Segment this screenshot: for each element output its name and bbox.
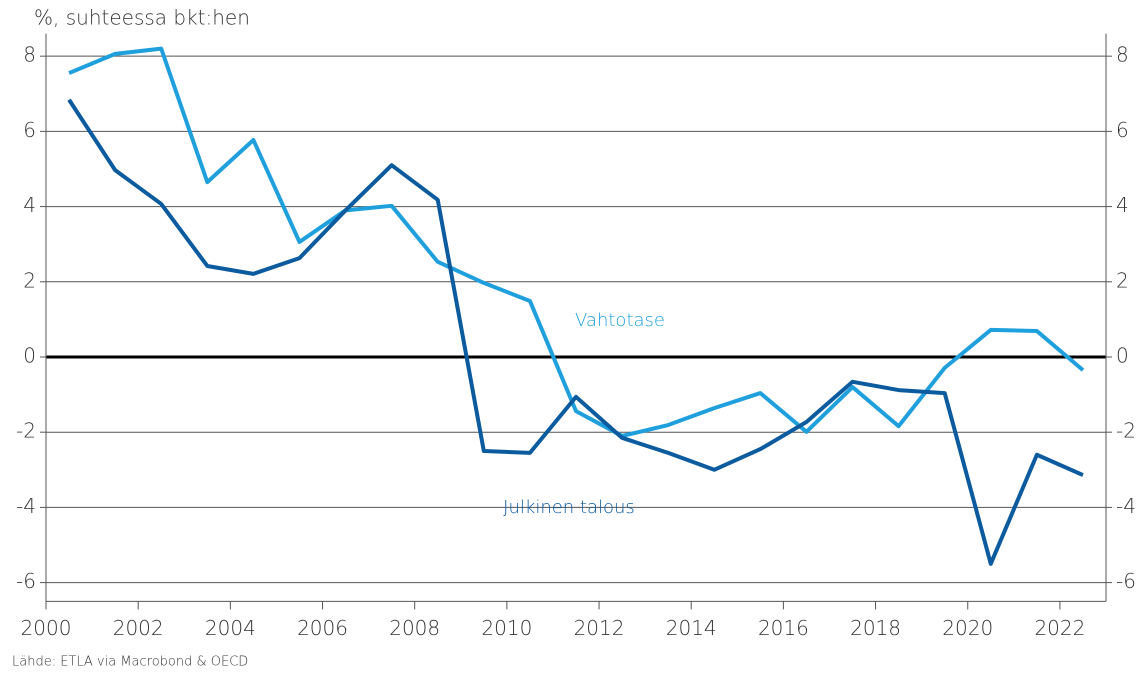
x-tick-label: 2010 [481, 616, 532, 640]
line-series [67, 98, 1084, 566]
x-tick-label: 2018 [850, 616, 901, 640]
series-label: Julkinen talous [503, 497, 635, 518]
x-tick-label: 2006 [297, 616, 348, 640]
x-tick-label: 2012 [574, 616, 625, 640]
y-tick-label-right: -6 [1116, 569, 1136, 593]
y-tick-label-right: 6 [1116, 118, 1129, 142]
y-tick-label: -4 [16, 494, 36, 518]
y-tick-label: -2 [16, 419, 36, 443]
x-tick-label: 2014 [666, 616, 717, 640]
y-tick-label: -6 [16, 569, 36, 593]
x-tick-label: 2016 [758, 616, 809, 640]
line-series [68, 46, 1085, 438]
y-axis-label: %, suhteessa bkt:hen [34, 6, 250, 30]
y-tick-label-right: 8 [1116, 43, 1129, 67]
y-tick-label-right: 0 [1116, 343, 1129, 367]
x-tick-label: 2020 [942, 616, 993, 640]
x-tick-label: 2022 [1034, 616, 1085, 640]
series-label: Vahtotase [575, 310, 665, 331]
y-tick-label: 8 [23, 43, 36, 67]
y-tick-label-right: 2 [1116, 268, 1129, 292]
x-tick-label: 2004 [205, 616, 256, 640]
y-tick-label-right: -2 [1116, 419, 1136, 443]
y-tick-label: 6 [23, 118, 36, 142]
y-tick-label: 4 [23, 193, 36, 217]
y-tick-label: 2 [23, 268, 36, 292]
x-tick-label: 2008 [389, 616, 440, 640]
y-tick-label-right: -4 [1116, 494, 1136, 518]
y-tick-label-right: 4 [1116, 193, 1129, 217]
x-tick-label: 2002 [113, 616, 164, 640]
x-tick-label: 2000 [21, 616, 72, 640]
source: Lähde: ETLA via Macrobond & OECD [12, 655, 248, 670]
y-tick-label: 0 [23, 343, 36, 367]
